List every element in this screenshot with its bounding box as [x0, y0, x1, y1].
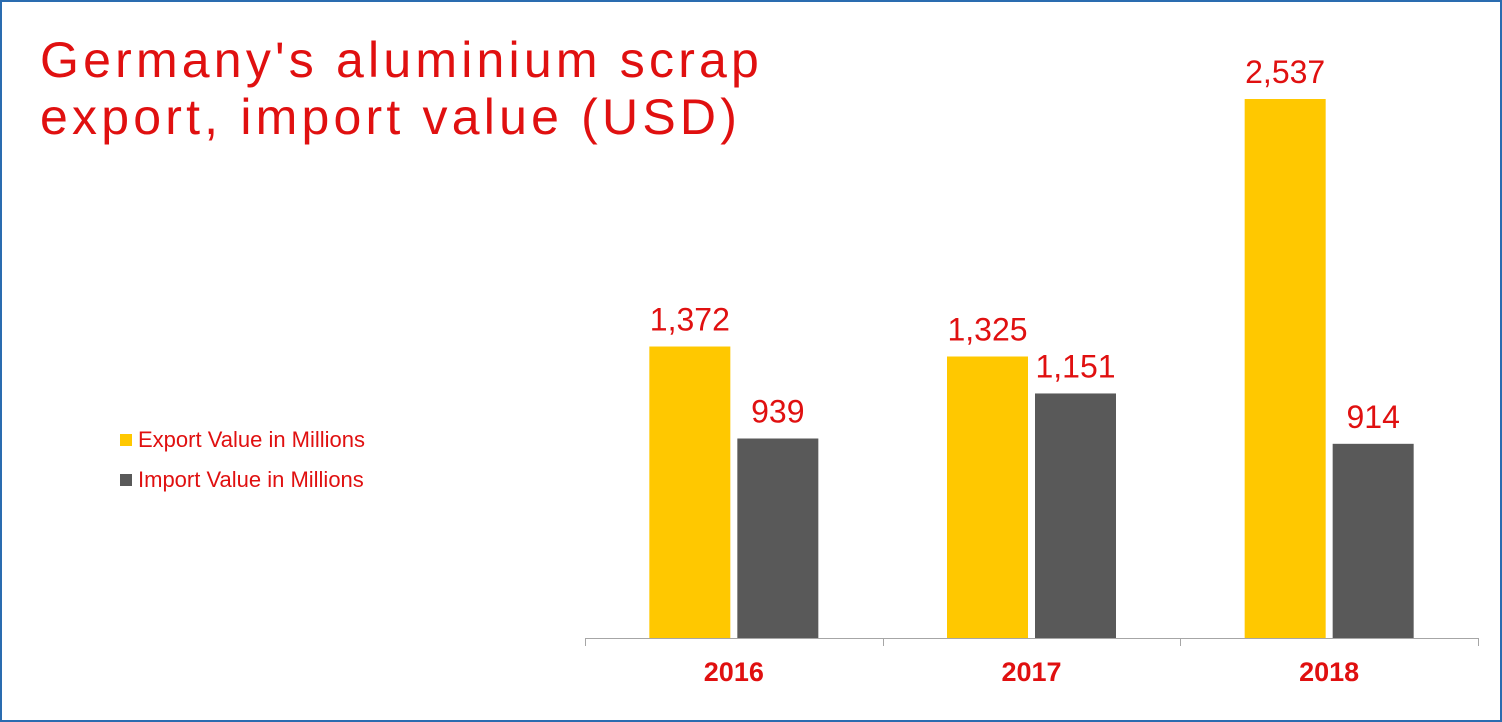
data-label-export-2016: 1,372 — [650, 302, 730, 338]
x-tick-label-2016: 2016 — [704, 657, 764, 687]
chart-title-line-1: Germany's aluminium scrap — [40, 32, 764, 88]
legend-swatch-import — [120, 474, 132, 486]
bar-import-2017 — [1035, 393, 1116, 638]
x-tick-label-2018: 2018 — [1299, 657, 1359, 687]
data-label-export-2018: 2,537 — [1245, 54, 1325, 90]
legend-item-export: Export Value in Millions — [120, 420, 365, 460]
data-label-export-2017: 1,325 — [947, 311, 1027, 347]
x-tick-label-2017: 2017 — [1001, 657, 1061, 687]
bar-export-2018 — [1244, 99, 1326, 638]
legend-item-import: Import Value in Millions — [120, 460, 365, 500]
chart-title: Germany's aluminium scrap export, import… — [40, 32, 763, 146]
bar-import-2016 — [737, 438, 819, 638]
bar-export-2016 — [649, 346, 731, 638]
bar-export-2017 — [947, 356, 1028, 638]
data-label-import-2016: 939 — [751, 394, 804, 430]
data-label-import-2017: 1,151 — [1035, 348, 1115, 384]
legend-swatch-export — [120, 434, 132, 446]
legend-label-import: Import Value in Millions — [138, 467, 364, 492]
legend-label-export: Export Value in Millions — [138, 427, 366, 452]
bar-import-2018 — [1332, 443, 1414, 638]
chart-title-line-2: export, import value (USD) — [40, 89, 742, 145]
data-label-import-2018: 914 — [1346, 399, 1399, 435]
chart-legend: Export Value in Millions Import Value in… — [120, 420, 365, 500]
